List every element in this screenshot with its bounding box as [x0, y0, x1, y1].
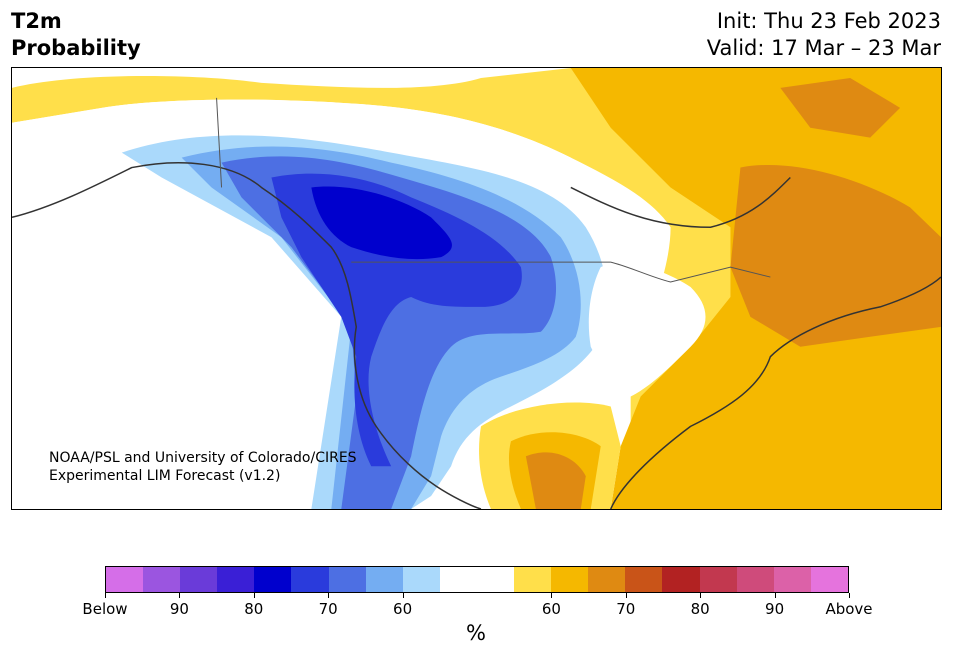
- colorbar-segment: [476, 567, 515, 592]
- colorbar-segment: [514, 567, 552, 592]
- credit-text: NOAA/PSL and University of Colorado/CIRE…: [49, 449, 357, 485]
- colorbar-segment: [143, 567, 181, 592]
- north-america-coastline: [12, 162, 941, 509]
- title-line-1: T2m: [11, 9, 62, 33]
- valid-range: Valid: 17 Mar – 23 Mar: [706, 36, 941, 60]
- colorbar-tick-label: 60: [541, 600, 561, 618]
- colorbar-segment: [810, 567, 848, 592]
- colorbar-tick-label: 80: [690, 600, 710, 618]
- colorbar-tick-mark: [700, 593, 702, 598]
- colorbar-unit: %: [466, 621, 486, 645]
- colorbar-tick-label: Above: [825, 600, 873, 618]
- colorbar-tick-label: Below: [82, 600, 128, 618]
- colorbar-segment: [699, 567, 737, 592]
- colorbar-tick-label: 90: [765, 600, 785, 618]
- colorbar-segment: [551, 567, 589, 592]
- zone-above-80-nunavut: [780, 77, 901, 138]
- colorbar-tick-label: 80: [244, 600, 264, 618]
- colorbar-tick-mark: [551, 593, 553, 598]
- colorbar-tick-mark: [179, 593, 181, 598]
- colorbar-segment: [625, 567, 663, 592]
- colorbar-tick-mark: [625, 593, 627, 598]
- zone-above-80-quebec: [730, 164, 941, 347]
- colorbar: [105, 566, 849, 593]
- colorbar-tick-mark: [328, 593, 330, 598]
- colorbar-segment: [254, 567, 292, 592]
- colorbar-tick-mark: [849, 593, 850, 598]
- zone-below-max: [311, 186, 452, 260]
- init-date: Init: Thu 23 Feb 2023: [716, 9, 941, 33]
- colorbar-tick-mark: [402, 593, 404, 598]
- colorbar-segment: [180, 567, 218, 592]
- probability-map: [11, 67, 942, 510]
- zone-below-90: [271, 173, 522, 467]
- forecast-dates: Init: Thu 23 Feb 2023 Valid: 17 Mar – 23…: [707, 8, 941, 62]
- colorbar-segment: [106, 567, 144, 592]
- credit-line-2: Experimental LIM Forecast (v1.2): [49, 468, 281, 484]
- colorbar-segment: [662, 567, 700, 592]
- colorbar-segment: [588, 567, 626, 592]
- colorbar-segment: [328, 567, 366, 592]
- colorbar-tick-label: 70: [318, 600, 338, 618]
- colorbar-segment: [773, 567, 811, 592]
- colorbar-tick-mark: [253, 593, 255, 598]
- credit-line-1: NOAA/PSL and University of Colorado/CIRE…: [49, 450, 357, 466]
- colorbar-segment: [439, 567, 477, 592]
- colorbar-tick-label: 90: [169, 600, 189, 618]
- title-line-2: Probability: [11, 36, 141, 60]
- colorbar-segment: [402, 567, 440, 592]
- colorbar-tick-mark: [774, 593, 776, 598]
- colorbar-segment: [365, 567, 403, 592]
- country-border: [216, 97, 771, 283]
- colorbar-tick-label: 60: [393, 600, 413, 618]
- colorbar-segment: [217, 567, 255, 592]
- colorbar-segment: [291, 567, 329, 592]
- colorbar-segment: [736, 567, 774, 592]
- chart-title: T2m Probability: [11, 8, 141, 62]
- colorbar-tick-mark: [105, 593, 106, 598]
- zone-neutral-great-lakes: [588, 263, 706, 397]
- colorbar-tick-label: 70: [616, 600, 636, 618]
- zone-above-80-texas: [525, 452, 586, 509]
